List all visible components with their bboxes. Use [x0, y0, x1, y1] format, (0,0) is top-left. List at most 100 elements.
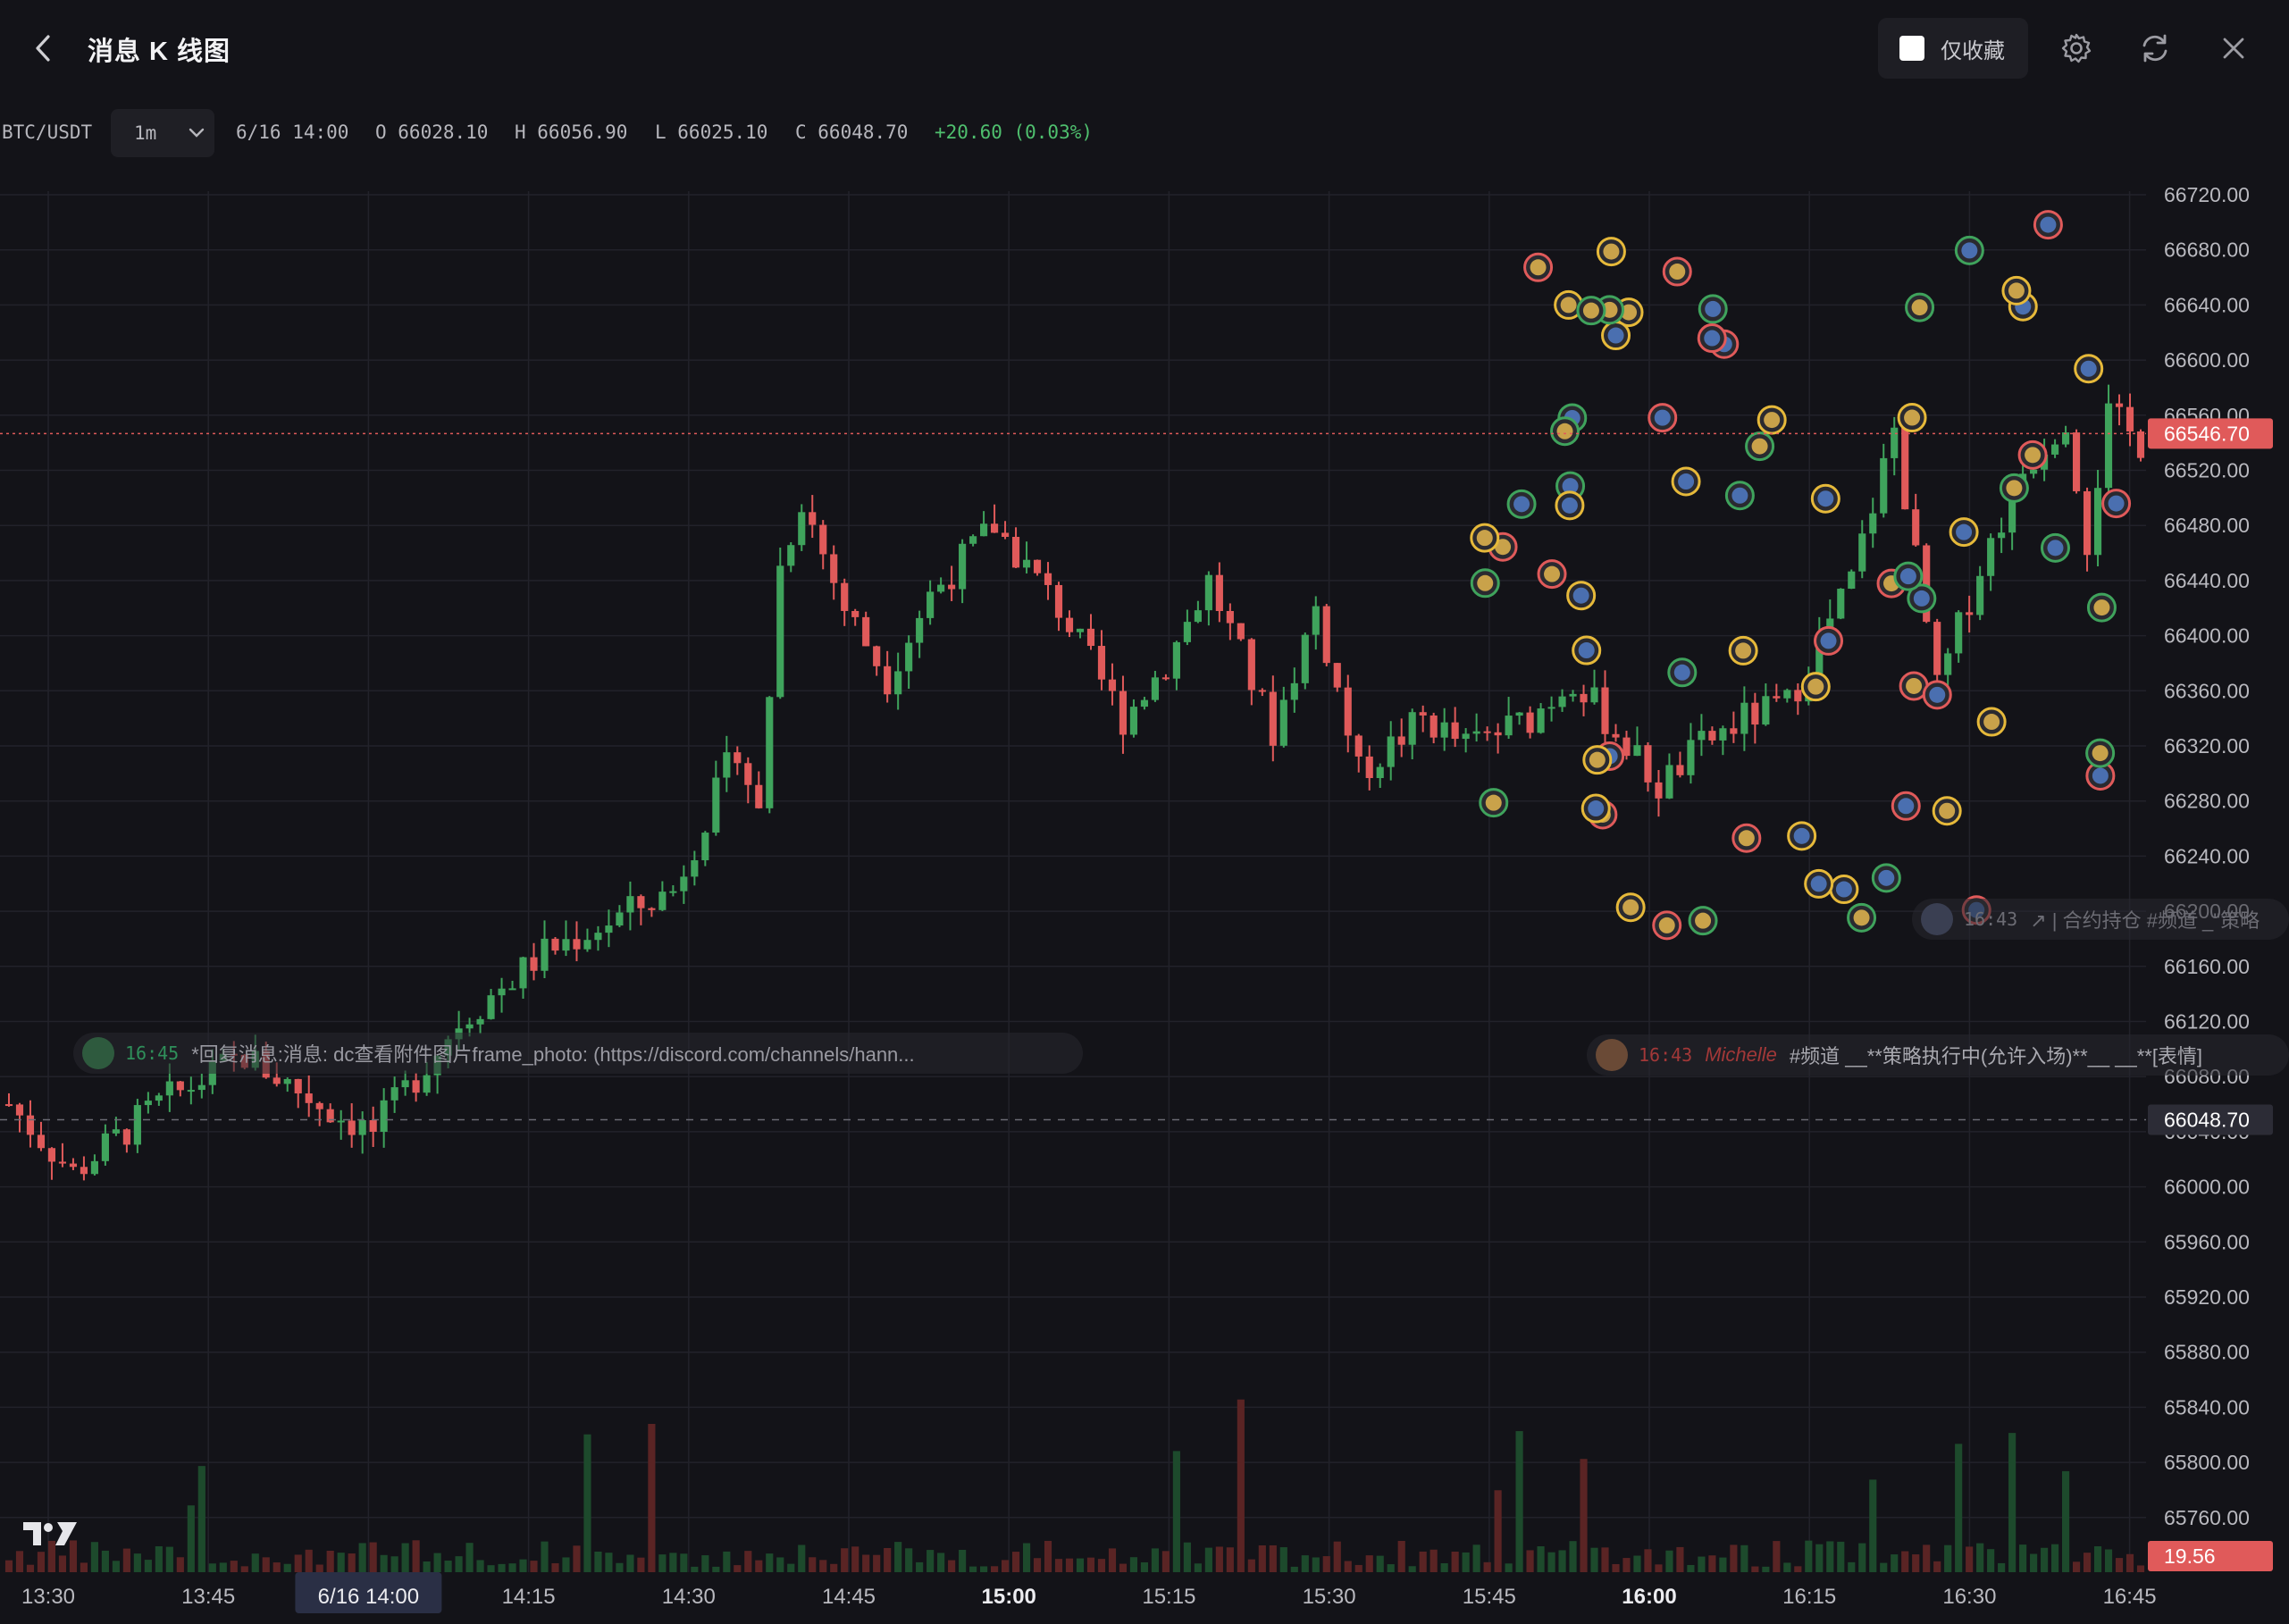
volume-bar [1365, 1555, 1373, 1572]
candle-body [1076, 628, 1085, 632]
candle-body [476, 1018, 484, 1025]
last-price-badge-bg [2148, 1104, 2273, 1135]
volume-bar [2126, 1553, 2134, 1572]
message-pill-1[interactable]: 16:45 *回复消息:消息: dc查看附件图片frame_photo: (ht… [73, 1033, 1083, 1074]
price-lines [0, 432, 2146, 1121]
candle-body [1001, 532, 1010, 537]
volume-bar [873, 1554, 881, 1572]
candle-body [133, 1105, 141, 1145]
volume-bar [1387, 1564, 1395, 1572]
volume-bar [605, 1553, 613, 1572]
candle-body [1698, 731, 1706, 741]
message-pill-3[interactable]: 16:43 ↗ | 合约持仓 #频道 _"策略 [1912, 899, 2289, 940]
title-bar: 消息 K 线图 仅收藏 [0, 0, 2289, 96]
volume-bar [1998, 1562, 2006, 1572]
candle-body [1247, 639, 1255, 691]
candles [4, 384, 2145, 1181]
volume-bar [905, 1548, 913, 1572]
volume-bar [1966, 1546, 1974, 1572]
volume-bar [294, 1554, 302, 1572]
volume-bar [1698, 1556, 1706, 1572]
candle-body [423, 1075, 431, 1093]
candle-body [530, 957, 538, 971]
marker-avatar [2092, 745, 2109, 762]
volume-bar [369, 1542, 377, 1572]
volume-badge: 19.56 [2164, 1544, 2216, 1568]
candle-body [90, 1160, 98, 1175]
marker-avatar [1544, 565, 1561, 582]
page-title: 消息 K 线图 [88, 38, 231, 66]
candle-body [187, 1090, 195, 1092]
volume-bar [47, 1540, 56, 1572]
volume-bar [4, 1560, 13, 1572]
marker-avatar [1906, 677, 1923, 694]
back-button[interactable] [25, 30, 61, 66]
volume-bar [1547, 1552, 1555, 1572]
marker-avatar [2008, 282, 2025, 299]
candle-body [326, 1109, 334, 1123]
volume-bar [101, 1550, 109, 1572]
time-tick-label: 16:00 [1622, 1585, 1676, 1609]
marker-avatar [1560, 297, 1577, 314]
candle-body [1601, 687, 1609, 734]
volume-bar [315, 1564, 323, 1572]
volume-bar [819, 1560, 827, 1572]
volume-bar [465, 1543, 474, 1572]
close-button[interactable] [2212, 27, 2255, 70]
price-tick-label: 65840.00 [2164, 1395, 2250, 1419]
candle-body [1086, 628, 1095, 647]
candle-body [305, 1093, 313, 1103]
candle-body [605, 925, 613, 933]
candle-body [1194, 610, 1202, 623]
candle-body [658, 892, 667, 910]
candle-body [819, 524, 827, 555]
marker-avatar [1899, 568, 1916, 585]
volume-bar [326, 1550, 334, 1572]
volume-bar [433, 1553, 441, 1572]
marker-avatar [1735, 642, 1752, 659]
candle-body [948, 584, 956, 590]
candle-body [691, 860, 699, 877]
volume-bar [1022, 1543, 1031, 1572]
checkbox-box[interactable] [1899, 36, 1924, 61]
settings-button[interactable] [2055, 27, 2098, 70]
price-tick-label: 66400.00 [2164, 624, 2250, 648]
candle-body [1129, 707, 1138, 735]
candle-body [626, 896, 634, 913]
marker-avatar [1911, 299, 1928, 316]
price-tick-label: 65880.00 [2164, 1341, 2250, 1364]
volume-bar [1151, 1548, 1160, 1572]
candle-body [583, 940, 591, 950]
candle-body [1183, 622, 1191, 642]
candle-body [465, 1024, 474, 1029]
candle-body [712, 777, 720, 833]
candle-body [1751, 702, 1759, 725]
candle-body [272, 1077, 281, 1084]
message-pill-2[interactable]: 16:43 Michelle #频道 __**策略执行中(允许入场)**__ _… [1587, 1034, 2289, 1076]
interval-select[interactable]: 1m [111, 109, 214, 157]
volume-bar [2041, 1547, 2049, 1572]
candle-body [197, 1084, 205, 1091]
price-tick-label: 66600.00 [2164, 348, 2250, 372]
candle-body [1901, 427, 1909, 510]
candle-body [1655, 782, 1663, 799]
candle-body [2008, 483, 2016, 533]
volume-bar [980, 1566, 988, 1572]
candle-body [1322, 606, 1330, 664]
volume-bar [2104, 1549, 2113, 1572]
gear-icon [2061, 33, 2092, 63]
volume-bar [562, 1557, 570, 1572]
ohlc-info-bar: BTC/USDT 1m 6/16 14:00 O 66028.10 H 6605… [0, 105, 1251, 159]
candle-body [776, 565, 784, 698]
candle-body [1054, 584, 1063, 618]
candle-body [1719, 728, 1727, 741]
marker-avatar [1835, 881, 1852, 898]
open-value: O 66028.10 [375, 121, 489, 143]
marker-avatar [1582, 302, 1599, 319]
candle-body [37, 1134, 46, 1149]
favorites-only-checkbox[interactable]: 仅收藏 [1878, 18, 2028, 79]
refresh-button[interactable] [2134, 27, 2176, 70]
volume-bar [776, 1557, 784, 1572]
candle-body [1312, 606, 1320, 635]
